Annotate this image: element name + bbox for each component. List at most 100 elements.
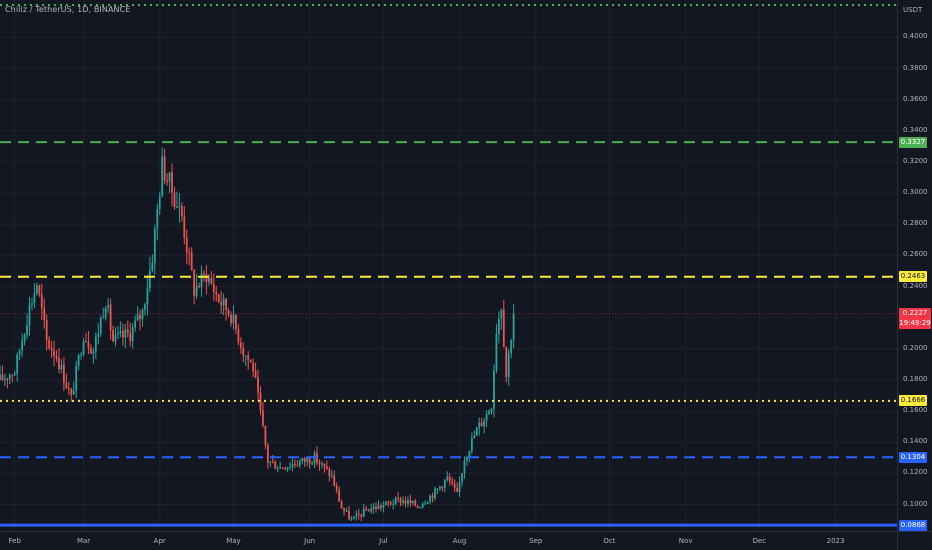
candle [92,347,95,364]
candle [397,492,400,503]
candle [335,482,338,494]
candle [355,510,358,521]
candle [458,476,461,498]
x-tick-label: May [226,537,241,545]
candle [475,426,478,437]
candle [350,516,353,521]
y-tick-label: 0.1400 [903,437,928,446]
x-tick-label: Sep [529,537,543,545]
price-level-tag: 0.1304 [899,451,927,463]
candle [43,298,46,329]
candle [26,313,28,340]
x-tick-label: 2023 [826,537,845,545]
candle [333,470,336,487]
candle [345,507,348,513]
candle [62,357,65,392]
candle [222,293,225,316]
candle [80,351,82,360]
candle [163,148,166,185]
candle [60,359,63,374]
candle [478,417,481,436]
candle [392,499,395,510]
candle [352,516,355,520]
candle [407,496,409,508]
y-tick-label: 0.1000 [903,499,928,508]
candle [178,193,181,223]
candle [426,501,429,504]
price-axis-divider [897,0,898,550]
candle [421,501,424,509]
candle [112,325,114,343]
candle [134,315,137,332]
candle [470,432,473,455]
candle [343,507,345,516]
candle [102,307,105,319]
candle [448,473,451,486]
symbol-title[interactable]: Chiliz / TetherUS, 1D, BINANCE [5,5,131,14]
candle [198,282,200,289]
candle [31,298,33,311]
candle [1,365,4,382]
candle [126,320,129,338]
x-tick-label: Oct [603,537,616,545]
candle [217,293,220,304]
candle [480,418,483,427]
candle [90,344,92,355]
candle [264,425,267,450]
candle [38,284,41,298]
candle [446,471,449,482]
candle [166,173,169,186]
candle [340,499,343,509]
x-tick-label: Nov [678,537,693,545]
candle [370,503,372,515]
candle [156,203,159,241]
candle [485,410,488,427]
candle [286,466,289,473]
candle [443,479,446,493]
candle [389,500,392,506]
price-level-tag: 0.3327 [899,136,927,148]
candle [205,265,208,295]
candle [114,327,117,347]
candle [262,402,264,428]
candle [436,487,439,494]
candle [495,323,498,374]
candle [158,191,161,215]
candle [176,191,178,209]
candle [473,430,476,439]
candle [266,442,269,469]
candle [497,311,500,344]
candle [463,456,466,479]
candle [284,466,286,471]
x-tick-label: Aug [452,537,467,545]
candle [357,508,360,520]
candle [151,254,154,273]
candle [77,353,80,371]
candle [153,224,156,275]
candle [70,387,73,402]
candle [109,298,112,340]
candle [276,465,279,473]
candle [13,370,16,376]
candle [365,505,368,512]
candle [259,386,262,416]
candle [483,417,486,434]
candle [399,496,402,507]
candle [382,501,385,513]
price-level-tag: 0.2463 [899,271,927,283]
candle [330,469,333,479]
candle [244,355,247,366]
y-tick-label: 0.2400 [903,281,928,290]
candle [360,513,363,522]
candle [230,311,232,327]
candle [372,503,375,514]
candle [311,460,314,466]
y-tick-label: 0.3600 [903,94,928,103]
candle [87,331,90,355]
candlestick-series [0,147,515,522]
x-tick-label: Feb [8,537,21,545]
candle [377,500,380,510]
y-tick-label: 0.2800 [903,219,928,228]
candle [180,202,183,222]
